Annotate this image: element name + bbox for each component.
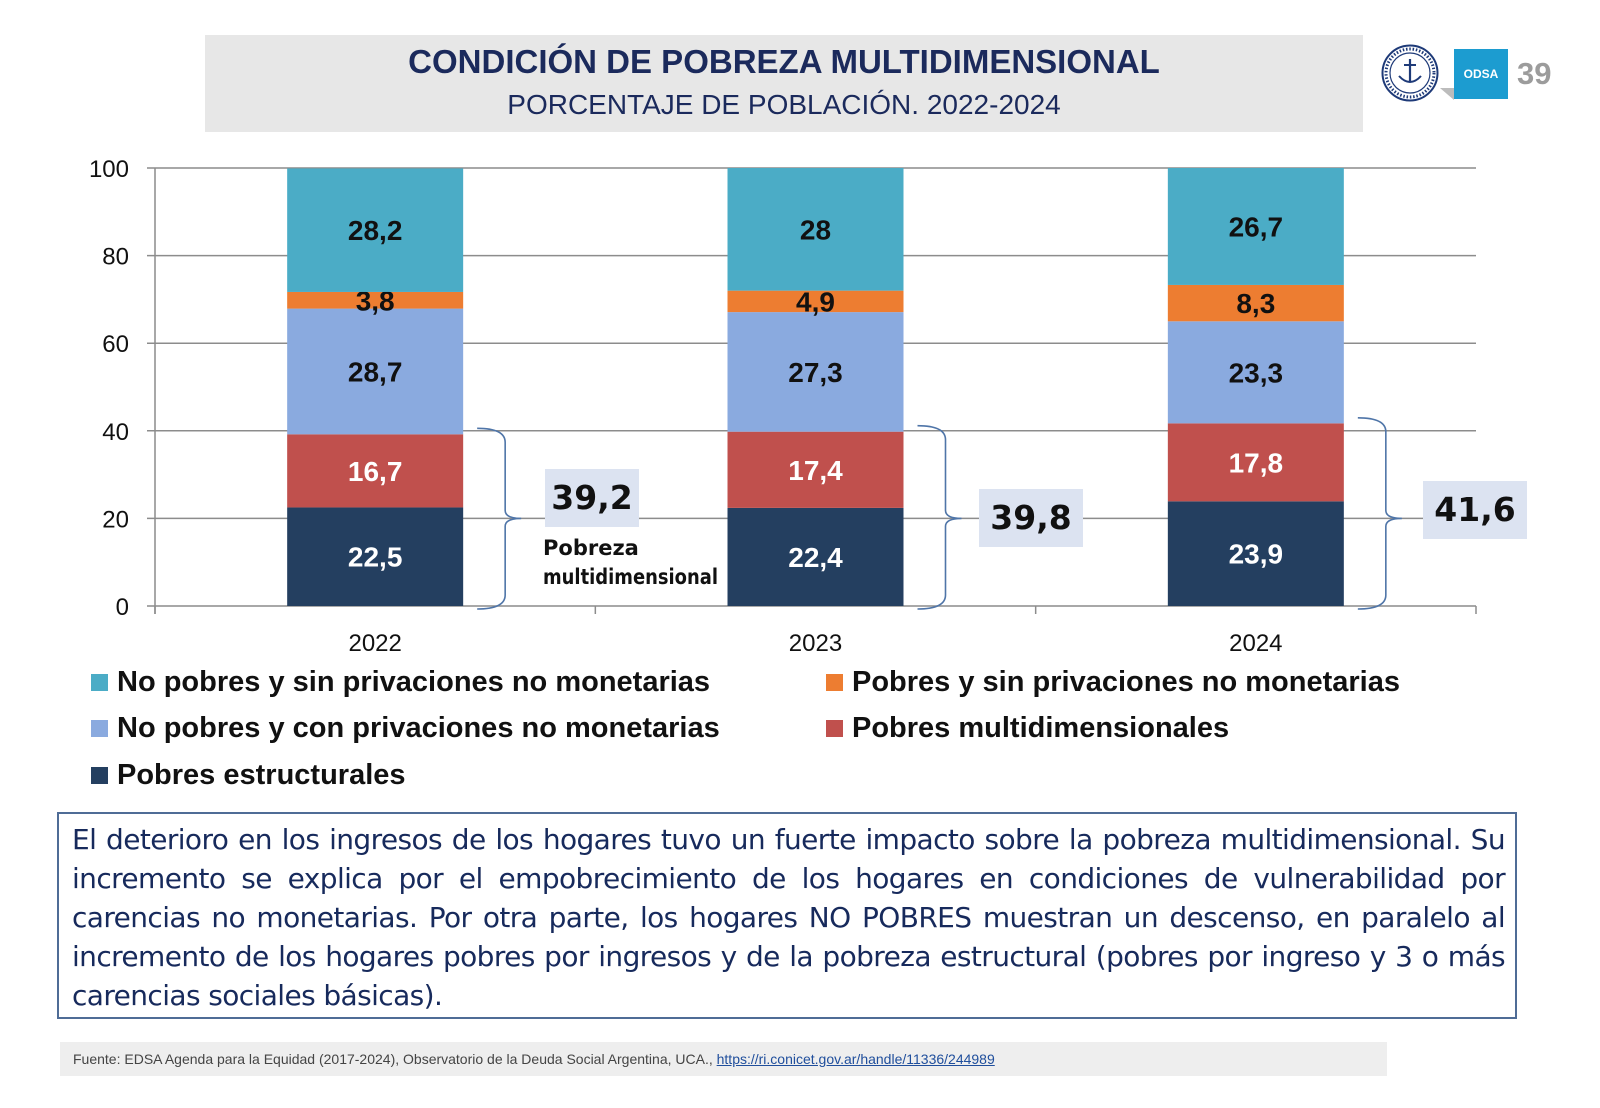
legend-swatch	[826, 674, 843, 691]
bar-segment	[1167, 321, 1344, 424]
legend-item: Pobres estructurales	[91, 759, 406, 792]
legend-swatch	[91, 767, 108, 784]
bar-segment	[1167, 284, 1344, 322]
data-label: 22,5	[348, 542, 403, 573]
source-footer: Fuente: EDSA Agenda para la Equidad (201…	[60, 1042, 1387, 1076]
bar-segment	[727, 290, 904, 313]
chart-title: CONDICIÓN DE POBREZA MULTIDIMENSIONAL	[408, 43, 1160, 80]
total-box	[979, 489, 1083, 547]
page-number: 39	[1517, 56, 1552, 91]
legend-item: Pobres multidimensionales	[826, 712, 1229, 745]
total-box	[1423, 481, 1527, 539]
bar-segment	[287, 291, 464, 309]
bar-segment	[727, 507, 904, 606]
y-tick-label: 0	[116, 594, 129, 621]
source-link[interactable]: https://ri.conicet.gov.ar/handle/11336/2…	[716, 1051, 995, 1067]
bar-segment	[1167, 168, 1344, 285]
bar-segment	[727, 312, 904, 432]
legend-label: No pobres y sin privaciones no monetaria…	[117, 666, 711, 698]
legend-swatch	[91, 720, 108, 737]
y-tick-label: 80	[102, 244, 129, 271]
legend-swatch	[826, 720, 843, 737]
y-tick-label: 40	[102, 419, 129, 446]
data-label: 28,2	[348, 215, 403, 246]
legend-label: Pobres y sin privaciones no monetarias	[852, 666, 1400, 698]
total-caption-line: multidimensional	[543, 565, 718, 589]
y-tick-label: 100	[89, 156, 129, 183]
total-label: 41,6	[1434, 490, 1515, 529]
uca-seal-logo-icon	[1381, 44, 1439, 102]
x-tick-label: 2023	[789, 630, 842, 657]
bar-segment	[1167, 501, 1344, 606]
data-label: 23,9	[1229, 539, 1284, 570]
total-caption-line: Pobreza	[543, 536, 639, 560]
commentary-box: El deterioro en los ingresos de los hoga…	[57, 812, 1517, 1019]
data-label: 28,7	[348, 356, 403, 387]
legend-label: No pobres y con privaciones no monetaria…	[117, 712, 720, 744]
data-label: 16,7	[348, 456, 403, 487]
bar-segment	[727, 168, 904, 291]
data-label: 28	[800, 214, 831, 245]
total-box	[545, 469, 639, 527]
total-label: 39,2	[551, 478, 632, 517]
bar-segment	[1167, 423, 1344, 502]
y-tick-label: 60	[102, 331, 129, 358]
chart-subtitle: PORCENTAJE DE POBLACIÓN. 2022-2024	[507, 89, 1061, 120]
legend-label: Pobres estructurales	[117, 759, 406, 791]
stacked-bar-chart: 02040608010022,516,728,73,828,2202239,22…	[89, 156, 1527, 657]
bar-segment	[287, 434, 464, 508]
title-banner: CONDICIÓN DE POBREZA MULTIDIMENSIONAL PO…	[205, 35, 1363, 132]
bar-segment	[287, 507, 464, 606]
source-text: Fuente: EDSA Agenda para la Equidad (201…	[73, 1051, 717, 1067]
legend-item: Pobres y sin privaciones no monetarias	[826, 666, 1400, 699]
legend-swatch	[91, 674, 108, 691]
data-label: 4,9	[796, 286, 835, 317]
data-label: 27,3	[788, 357, 843, 388]
y-tick-label: 20	[102, 506, 129, 533]
commentary-text: El deterioro en los ingresos de los hoga…	[72, 823, 1506, 1012]
data-label: 17,8	[1229, 447, 1284, 478]
bar-segment	[287, 168, 464, 292]
bar-segment	[287, 308, 464, 435]
legend-item: No pobres y con privaciones no monetaria…	[91, 712, 720, 745]
source-text-wrap: Fuente: EDSA Agenda para la Equidad (201…	[73, 1051, 995, 1067]
data-label: 17,4	[788, 455, 843, 486]
data-label: 22,4	[788, 542, 843, 573]
x-tick-label: 2022	[348, 630, 401, 657]
x-tick-label: 2024	[1229, 630, 1282, 657]
data-label: 26,7	[1229, 211, 1284, 242]
total-brace	[917, 424, 962, 610]
bar-segment	[727, 431, 904, 508]
legend-item: No pobres y sin privaciones no monetaria…	[91, 666, 710, 699]
total-label: 39,8	[990, 498, 1071, 537]
legend-label: Pobres multidimensionales	[852, 712, 1230, 744]
data-label: 8,3	[1236, 288, 1275, 319]
logo-shadow	[1440, 88, 1454, 100]
data-label: 23,3	[1229, 357, 1284, 388]
total-brace	[1357, 416, 1402, 610]
odsa-logo: ODSA	[1454, 49, 1508, 99]
